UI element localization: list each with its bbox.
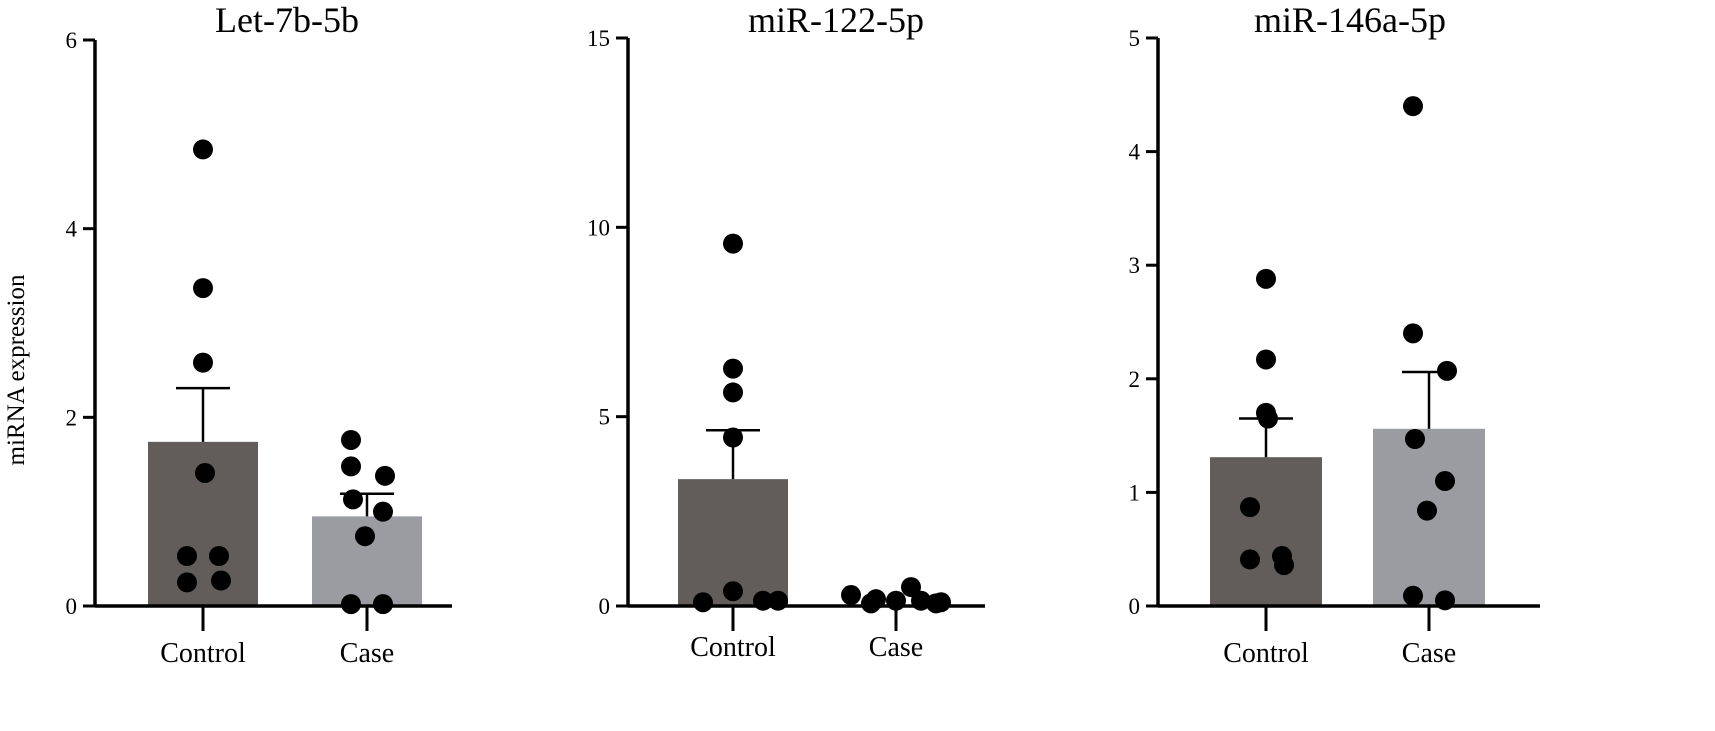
data-point-control bbox=[177, 546, 197, 567]
x-tick-label-case: Case bbox=[1402, 638, 1456, 669]
data-point-case bbox=[1437, 360, 1457, 381]
data-point-case bbox=[343, 489, 363, 510]
data-point-case bbox=[355, 526, 375, 547]
data-point-control bbox=[723, 427, 743, 448]
bar-control-3 bbox=[1210, 457, 1322, 606]
y-tick-label: 4 bbox=[66, 217, 78, 242]
y-tick-label: 6 bbox=[66, 28, 78, 53]
data-point-control bbox=[1240, 497, 1260, 518]
data-point-control bbox=[193, 139, 213, 160]
chart-title-3: miR-146a-5p bbox=[1254, 0, 1446, 40]
data-point-case bbox=[373, 594, 393, 615]
chart-title-2: miR-122-5p bbox=[748, 0, 924, 40]
data-point-case bbox=[1403, 585, 1423, 606]
data-point-case bbox=[375, 465, 395, 486]
y-axis-title: miRNA expression bbox=[3, 274, 30, 465]
y-tick-label: 10 bbox=[587, 215, 610, 240]
data-point-control bbox=[723, 382, 743, 403]
data-point-control bbox=[723, 581, 743, 602]
y-tick-label: 5 bbox=[1129, 26, 1141, 51]
x-tick-label-control: Control bbox=[690, 632, 776, 663]
data-point-case bbox=[1405, 429, 1425, 450]
data-point-control bbox=[193, 278, 213, 299]
data-point-case bbox=[1417, 500, 1437, 521]
data-point-control bbox=[1258, 408, 1278, 429]
data-point-control bbox=[177, 572, 197, 593]
data-point-control bbox=[693, 592, 713, 613]
y-tick-label: 2 bbox=[1129, 367, 1141, 392]
y-tick-label: 0 bbox=[66, 594, 78, 619]
data-point-control bbox=[1256, 268, 1276, 289]
x-tick-label-control: Control bbox=[1223, 638, 1309, 669]
data-point-case bbox=[1403, 96, 1423, 117]
chart-title-1: Let-7b-5b bbox=[215, 0, 359, 40]
data-point-case bbox=[341, 594, 361, 615]
data-point-control bbox=[211, 570, 231, 591]
data-point-control bbox=[723, 233, 743, 254]
x-tick-label-case: Case bbox=[869, 632, 923, 663]
data-point-case bbox=[1435, 471, 1455, 492]
y-tick-label: 1 bbox=[1129, 480, 1141, 505]
data-point-control bbox=[195, 462, 215, 483]
data-point-case bbox=[373, 501, 393, 522]
data-point-control bbox=[209, 546, 229, 567]
data-point-control bbox=[723, 358, 743, 379]
data-point-case bbox=[861, 593, 881, 614]
data-point-control bbox=[1274, 555, 1294, 576]
data-point-control bbox=[1256, 349, 1276, 370]
data-point-case bbox=[926, 593, 946, 614]
y-tick-label: 2 bbox=[66, 405, 78, 430]
y-tick-label: 0 bbox=[599, 594, 611, 619]
y-tick-label: 0 bbox=[1129, 594, 1141, 619]
x-tick-label-case: Case bbox=[340, 638, 394, 669]
data-point-control bbox=[193, 352, 213, 373]
x-tick-label-control: Control bbox=[160, 638, 246, 669]
data-point-control bbox=[1240, 549, 1260, 570]
data-point-case bbox=[841, 585, 861, 606]
data-point-case bbox=[1403, 323, 1423, 344]
y-tick-label: 3 bbox=[1129, 253, 1141, 278]
data-point-case bbox=[341, 429, 361, 450]
y-tick-label: 4 bbox=[1129, 140, 1141, 165]
y-tick-label: 5 bbox=[599, 405, 611, 430]
data-point-case bbox=[341, 456, 361, 477]
y-tick-label: 15 bbox=[587, 26, 610, 51]
